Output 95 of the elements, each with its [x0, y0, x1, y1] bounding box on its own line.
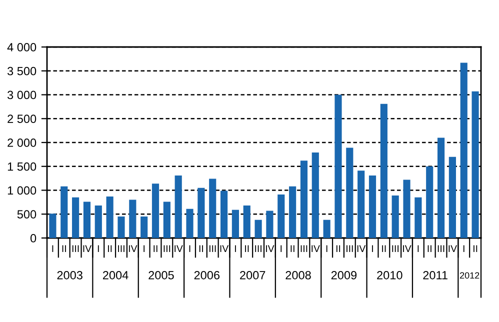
text: 2012: [460, 272, 480, 279]
x-tick-label: II: [245, 245, 249, 252]
y-tick-label: 0: [30, 234, 36, 242]
text: 2010: [377, 271, 402, 280]
bar: [174, 175, 182, 238]
text: 2007: [240, 271, 266, 280]
y-tick-label: 3 500: [7, 66, 36, 76]
bar: [346, 148, 354, 238]
x-tick-label: II: [62, 245, 66, 252]
bar: [426, 166, 434, 238]
x-tick-label: I: [234, 245, 236, 252]
x-tick-label: I: [189, 245, 190, 252]
x-tick-label: I: [144, 245, 145, 252]
x-tick-label: IV: [220, 245, 229, 252]
bar: [118, 216, 125, 238]
text: 2003: [57, 271, 82, 280]
x-tick-label: IV: [312, 245, 320, 252]
bar: [243, 206, 250, 238]
x-tick-label: II: [473, 245, 478, 252]
y-tick-label: 1 000: [8, 186, 36, 195]
bar: [186, 208, 194, 238]
x-tick-label: IV: [83, 245, 92, 252]
x-tick-label: IV: [266, 245, 274, 252]
y-tick-label: 500: [17, 210, 36, 219]
text: 2011: [423, 271, 448, 280]
y-tick-label: 4 000: [7, 43, 36, 52]
x-tick-label: I: [52, 245, 54, 252]
bar: [289, 186, 296, 238]
x-tick-label: III: [438, 245, 444, 252]
x-tick-label: IV: [403, 245, 412, 252]
bar: [380, 104, 388, 238]
bar: [83, 202, 91, 238]
bar: [254, 220, 262, 238]
bar: [448, 156, 456, 238]
x-tick-label: I: [98, 245, 99, 252]
x-tick-label: II: [382, 245, 386, 252]
x-tick-label: I: [418, 245, 419, 252]
bar: [94, 206, 102, 238]
x-tick-label: III: [72, 245, 79, 252]
bar: [300, 160, 308, 238]
bar: [163, 202, 170, 238]
x-tick-label: II: [154, 245, 158, 252]
bar: [129, 200, 136, 238]
bar: [152, 184, 160, 238]
x-tick-label: III: [118, 245, 124, 252]
bar: [220, 190, 228, 238]
text: 2004: [102, 271, 128, 280]
x-tick-label: III: [164, 245, 170, 252]
y-tick-label: 3 000: [7, 90, 36, 100]
x-tick-label: III: [300, 245, 308, 252]
text: 2009: [331, 271, 357, 280]
x-tick-label: III: [209, 245, 216, 252]
bar: [49, 214, 56, 238]
x-tick-label: II: [199, 245, 203, 252]
y-tick-label: 1 500: [8, 162, 36, 171]
x-tick-label: I: [326, 245, 328, 252]
bar: [460, 62, 468, 238]
x-tick-label: I: [280, 245, 282, 252]
text: 2006: [194, 271, 220, 280]
y-tick-label: 2 000: [8, 138, 36, 147]
bar: [368, 175, 376, 238]
x-tick-label: I: [463, 245, 464, 252]
x-tick-label: II: [336, 245, 340, 252]
bar: [209, 178, 216, 238]
bar: [392, 196, 399, 238]
y-tick-label: 2 500: [8, 114, 36, 124]
bar: [437, 138, 445, 238]
bar: [278, 194, 285, 238]
bar: [266, 210, 274, 238]
x-tick-label: IV: [448, 245, 457, 252]
bar: [140, 216, 148, 238]
x-tick-label: III: [255, 245, 262, 252]
bar: [403, 180, 410, 238]
bar: [323, 220, 330, 238]
x-tick-label: IV: [128, 245, 138, 252]
x-tick-label: I: [372, 245, 373, 252]
x-tick-label: IV: [174, 245, 183, 252]
bar: [472, 91, 479, 238]
x-tick-label: IV: [357, 245, 366, 252]
bar: [358, 170, 365, 238]
text: 2005: [148, 271, 174, 280]
bar: [414, 197, 422, 238]
x-tick-label: III: [392, 245, 398, 252]
bar: [232, 210, 239, 238]
x-tick-label: III: [346, 245, 353, 252]
x-tick-label: II: [428, 245, 432, 252]
bar: [72, 197, 80, 238]
bar: [312, 152, 319, 238]
bar: [334, 94, 342, 238]
x-tick-label: II: [290, 245, 294, 252]
bar: [198, 188, 205, 238]
x-tick-label: II: [108, 245, 112, 252]
bar: [60, 186, 68, 238]
text: 2008: [286, 271, 311, 280]
bar: [106, 196, 114, 238]
